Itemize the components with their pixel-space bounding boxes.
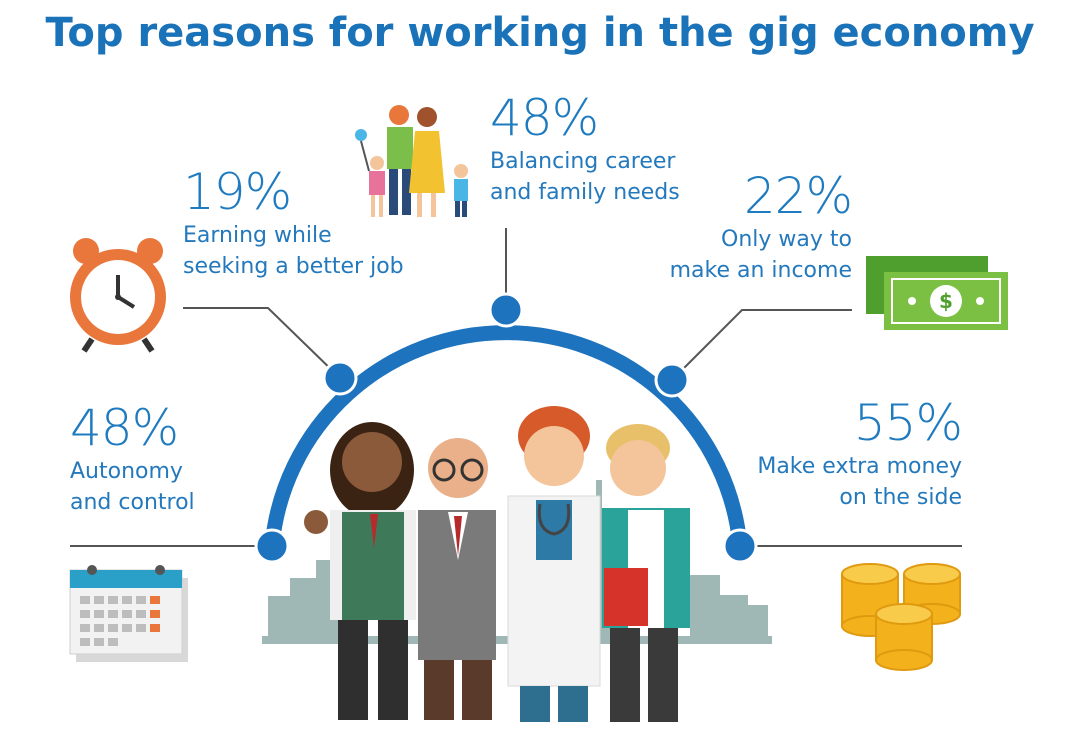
leader-lines [70, 228, 962, 547]
reason-label-line2: and family needs [490, 180, 680, 205]
reason-label-line1: Earning while [183, 223, 332, 248]
infographic-title: Top reasons for working in the gig econo… [45, 10, 1035, 56]
reason-percentage: 48% [490, 89, 599, 147]
reason-autonomy: 48% Autonomy and control [70, 400, 270, 518]
person-doctor [507, 406, 601, 722]
reason-label-line1: Make extra money [757, 454, 962, 479]
alarm-clock-icon [70, 238, 166, 353]
reason-label-line2: on the side [839, 485, 962, 510]
family-icon [355, 105, 468, 217]
calendar-icon [69, 565, 188, 662]
people-illustration [304, 406, 690, 722]
svg-text:$: $ [939, 289, 953, 313]
reason-earning-while-seeking: 19% Earning while seeking a better job [183, 164, 423, 282]
reason-label-line1: Balancing career [490, 149, 676, 174]
reason-percentage: 19% [183, 163, 292, 221]
arc [264, 325, 748, 547]
reason-label-line2: seeking a better job [183, 254, 404, 279]
reason-label-line1: Autonomy [70, 459, 183, 484]
reason-extra-money: 55% Make extra money on the side [730, 394, 963, 513]
person-elderly-man [418, 438, 496, 720]
reason-label-line1: Only way to [721, 227, 852, 252]
reason-percentage: 22% [743, 167, 853, 225]
person-businesswoman [304, 422, 416, 720]
reason-balancing-career-family: 48% Balancing career and family needs [490, 90, 720, 208]
reason-label-line2: and control [70, 490, 195, 515]
reason-percentage: 55% [853, 394, 963, 452]
arc-nodes [254, 292, 758, 564]
reason-label-line2: make an income [669, 258, 852, 283]
cash-icon: $ [866, 256, 1008, 330]
reason-percentage: 48% [70, 399, 179, 457]
reason-only-way-income: 22% Only way to make an income [640, 167, 853, 286]
person-student [602, 424, 690, 722]
coins-icon [841, 563, 961, 671]
